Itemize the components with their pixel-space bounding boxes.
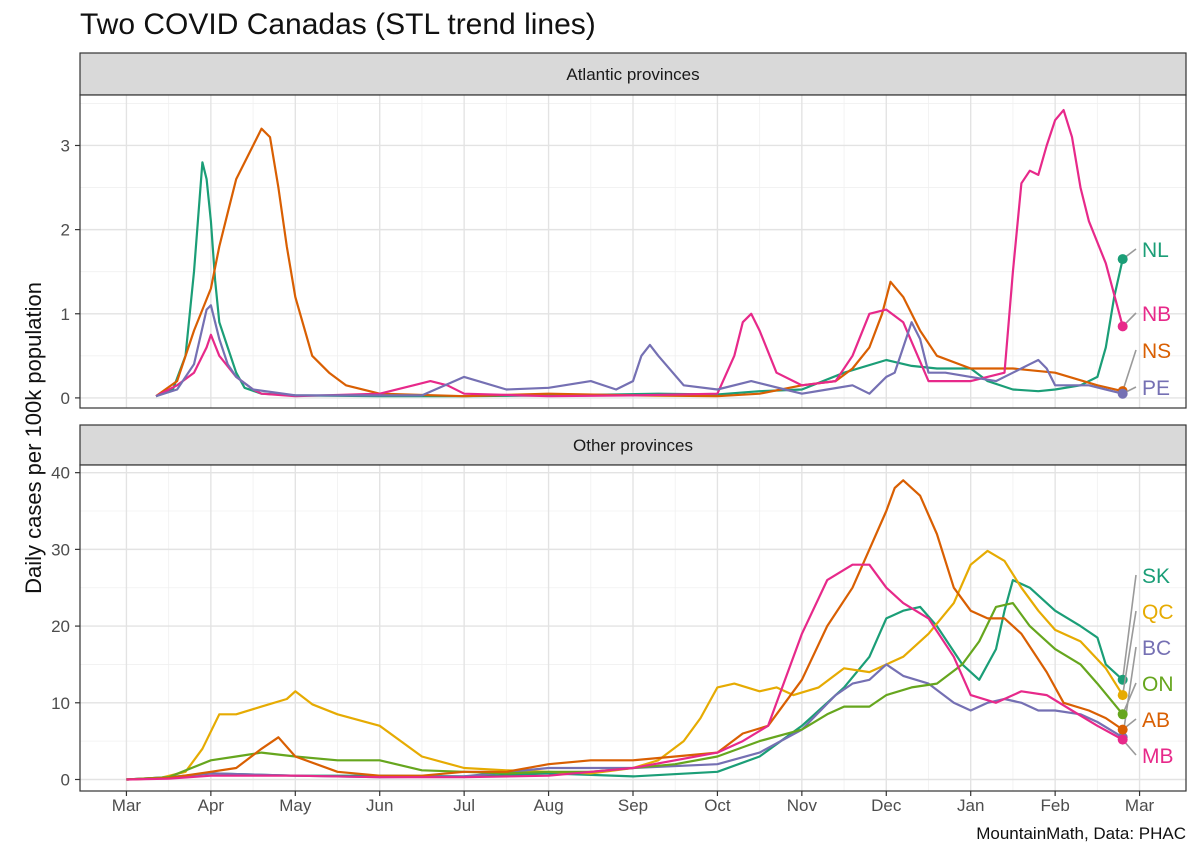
x-tick-label: Jan	[957, 796, 984, 815]
series-label-ns: NS	[1142, 340, 1171, 363]
y-tick-label: 20	[51, 617, 70, 636]
chart-title: Two COVID Canadas (STL trend lines)	[80, 8, 596, 41]
series-endpoint-ab	[1117, 724, 1128, 735]
series-label-nl: NL	[1142, 239, 1169, 262]
y-tick-label: 0	[61, 389, 70, 408]
series-label-mb: MB	[1142, 745, 1174, 768]
series-line-pe	[155, 304, 1123, 398]
x-tick-label: Dec	[871, 796, 902, 815]
series-endpoint-on	[1117, 709, 1128, 720]
series-label-bc: BC	[1142, 637, 1171, 660]
x-tick-label: Aug	[533, 796, 563, 815]
series-endpoint-nb	[1117, 321, 1128, 332]
series-endpoint-qc	[1117, 690, 1128, 701]
x-tick-label: Jul	[453, 796, 475, 815]
caption: MountainMath, Data: PHAC	[976, 824, 1186, 843]
facet-strip-label: Atlantic provinces	[566, 65, 699, 84]
y-tick-label: 30	[51, 540, 70, 559]
label-connector	[1121, 646, 1137, 738]
y-tick-label: 2	[61, 221, 70, 240]
series-line-qc	[126, 549, 1124, 781]
x-tick-label: Apr	[198, 796, 225, 815]
y-tick-label: 40	[51, 464, 70, 483]
x-tick-label: Oct	[704, 796, 731, 815]
series-line-mb	[126, 563, 1124, 781]
x-tick-label: May	[279, 796, 312, 815]
y-tick-label: 1	[61, 305, 70, 324]
series-label-ab: AB	[1142, 709, 1170, 732]
series-endpoint-pe	[1117, 388, 1128, 399]
x-tick-label: Feb	[1040, 796, 1069, 815]
y-tick-label: 3	[61, 136, 70, 155]
series-endpoint-mb	[1117, 734, 1128, 745]
y-tick-label: 0	[61, 770, 70, 789]
panel-border	[79, 94, 1187, 409]
x-tick-label: Nov	[787, 796, 818, 815]
x-tick-label: Sep	[618, 796, 648, 815]
series-label-pe: PE	[1142, 377, 1170, 400]
label-connector	[1121, 610, 1137, 696]
series-label-on: ON	[1142, 673, 1174, 696]
series-label-nb: NB	[1142, 303, 1171, 326]
x-tick-label: Mar	[1125, 796, 1155, 815]
series-label-sk: SK	[1142, 565, 1170, 588]
facet-strip-label: Other provinces	[573, 436, 693, 455]
series-endpoint-nl	[1117, 254, 1128, 265]
label-connector	[1121, 574, 1137, 680]
facet-strip	[79, 52, 1187, 96]
series-label-qc: QC	[1142, 601, 1174, 624]
label-connector	[1121, 349, 1137, 392]
series-line-on	[126, 602, 1124, 781]
y-tick-label: 10	[51, 694, 70, 713]
series-line-nl	[155, 161, 1124, 398]
series-line-ab	[126, 479, 1124, 781]
label-connector	[1121, 682, 1137, 715]
x-tick-label: Mar	[112, 796, 142, 815]
x-tick-label: Jun	[366, 796, 393, 815]
